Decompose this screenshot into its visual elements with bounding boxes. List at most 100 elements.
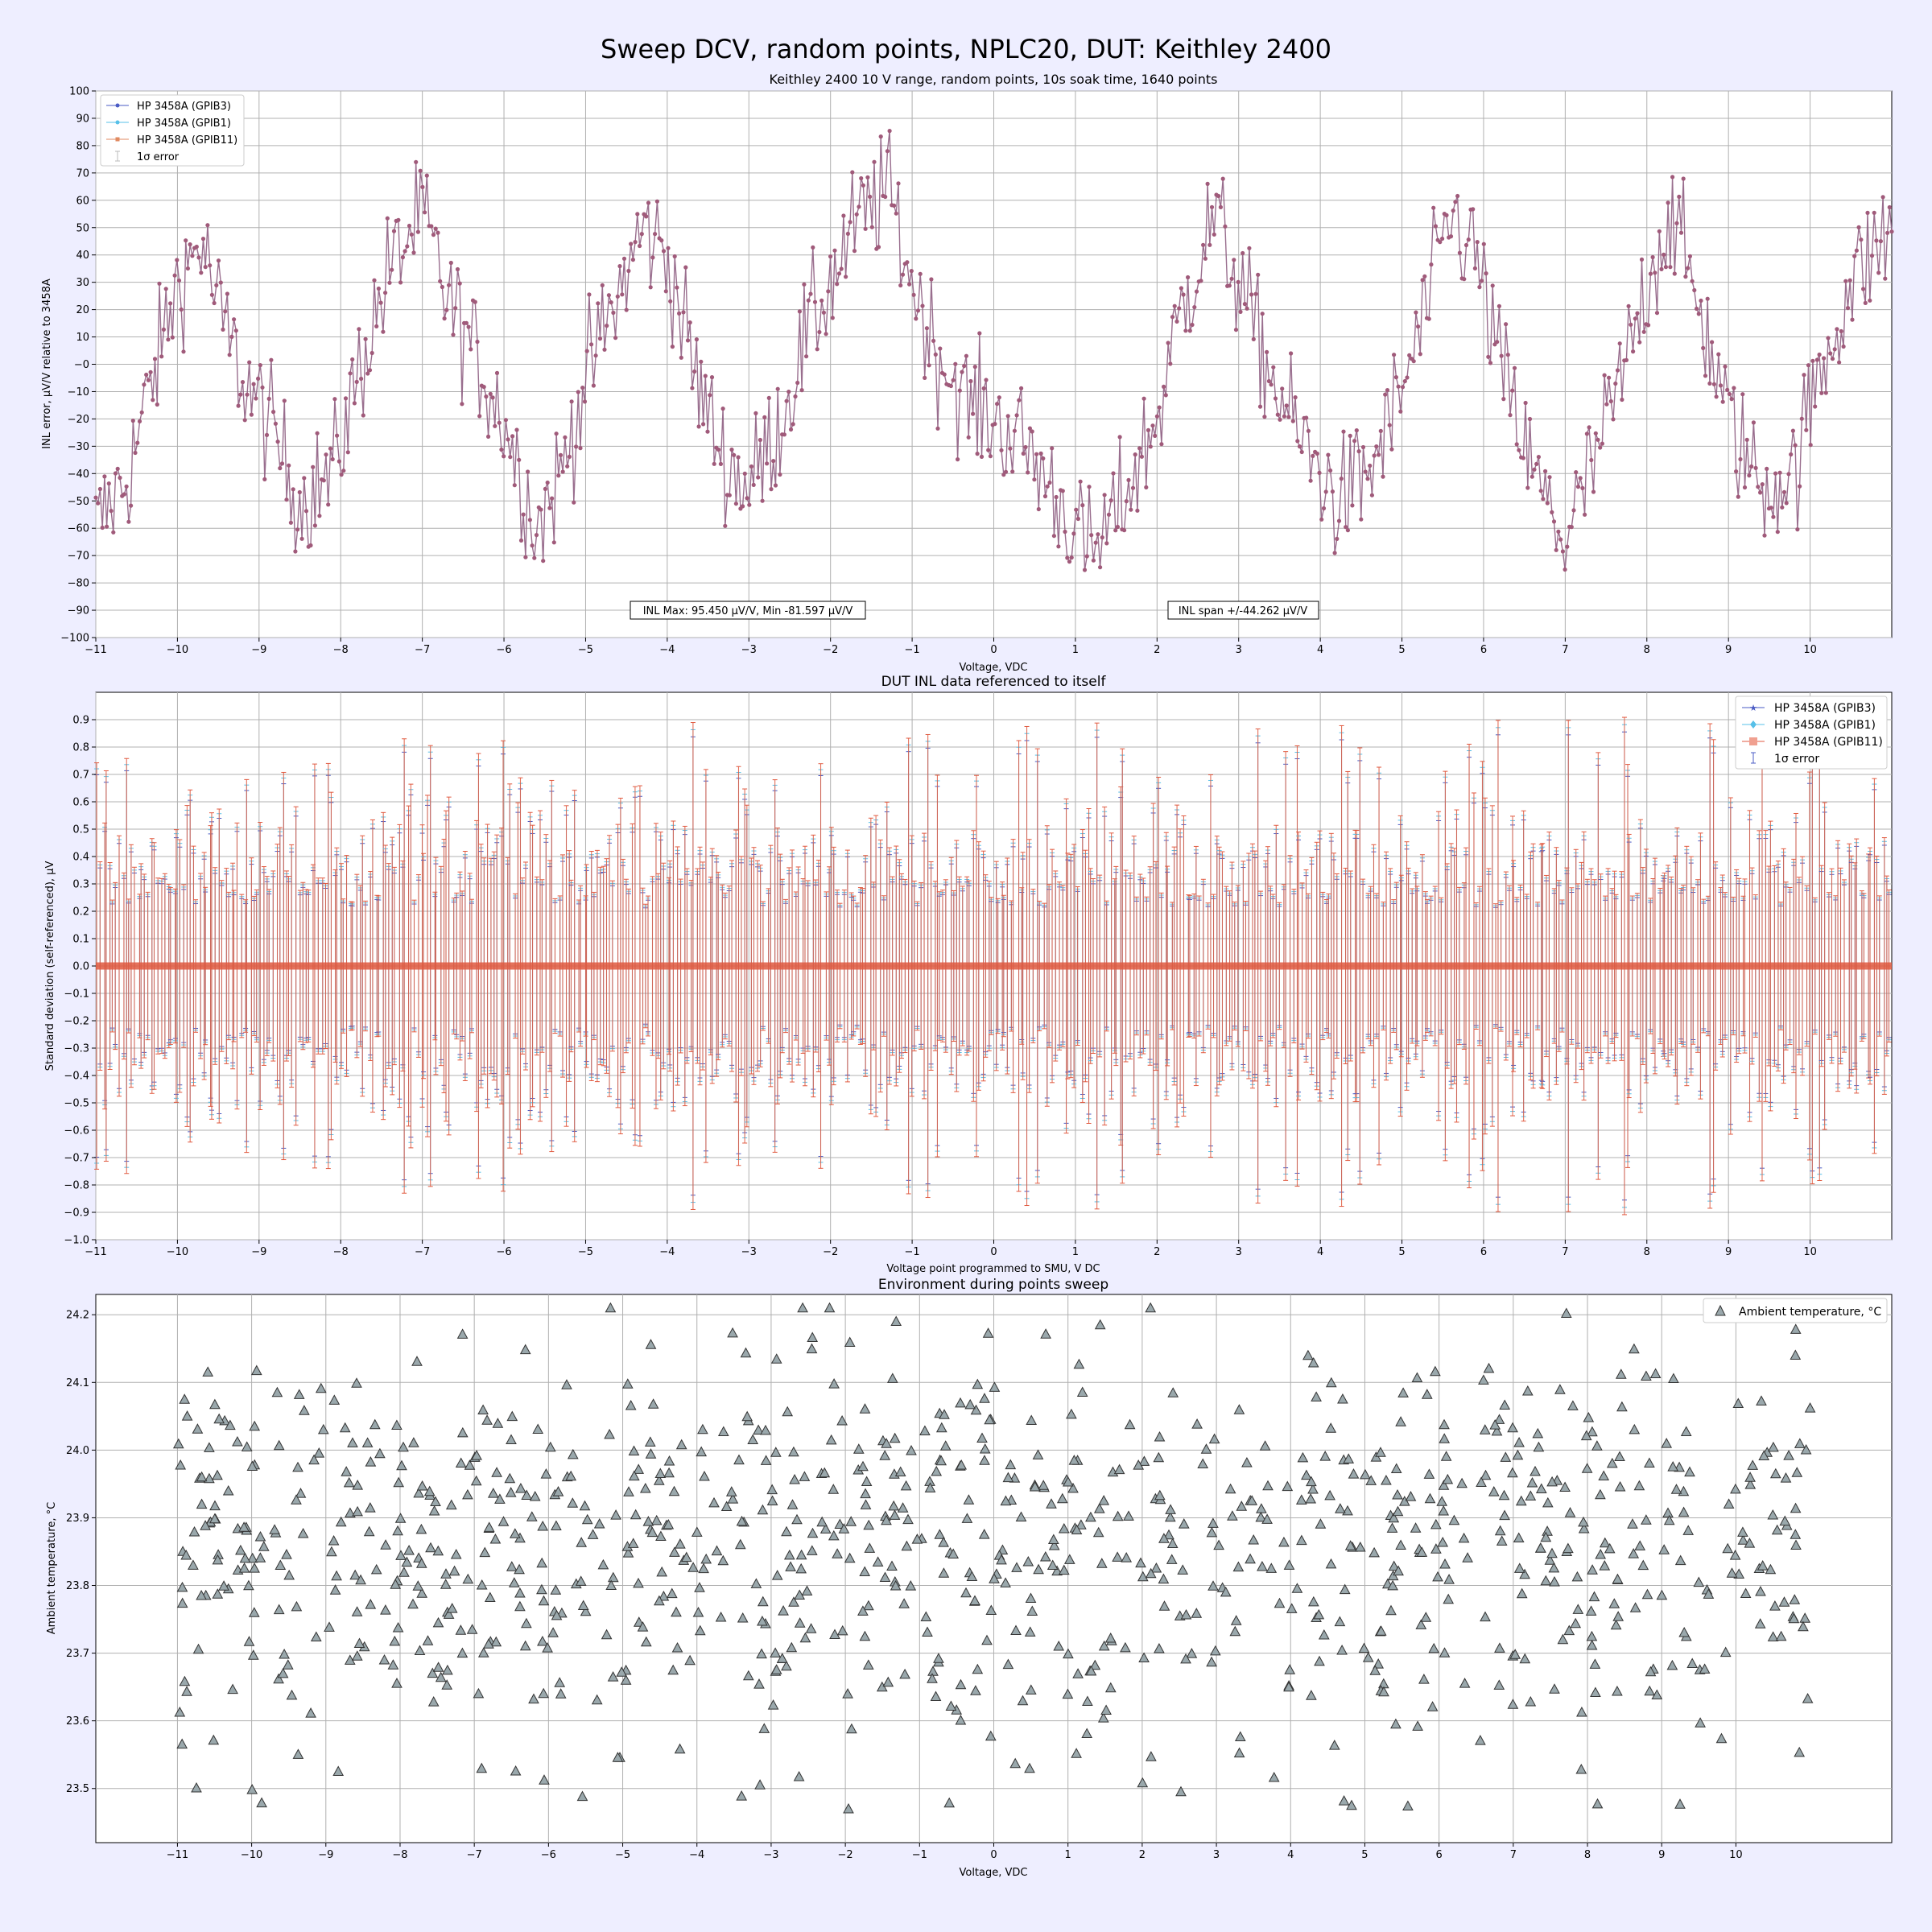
inl-data-point [1598,445,1603,450]
inl-data-point [1477,285,1482,290]
inl-data-point [133,450,138,456]
inl-data-point [534,533,539,538]
inl-data-point [1113,528,1118,533]
inl-x-tick-label: −7 [415,644,430,656]
inl-data-point [1354,428,1359,433]
inl-data-point [1275,412,1280,417]
inl-data-point [1463,242,1469,248]
inl-data-point [1723,364,1728,369]
inl-data-point [122,492,126,497]
inl-data-point [308,543,313,548]
inl-data-point [1265,349,1269,354]
inl-data-point [720,407,725,411]
inl-data-point [1010,469,1015,474]
inl-data-point [1799,416,1804,421]
inl-data-point [1172,303,1177,308]
inl-data-point [179,307,184,312]
inl-data-point [1729,397,1734,402]
inl-data-point [481,385,486,390]
inl-data-point [1654,311,1660,316]
inl-data-point [828,254,833,259]
inl-x-tick-label: −6 [496,644,511,656]
inl-data-point [1662,252,1666,257]
inl-data-point [209,292,214,297]
inl-data-point [176,278,182,283]
inl-data-point [502,454,506,459]
inl-data-point [1868,298,1872,303]
inl-data-point [1560,549,1565,554]
inl-data-point [376,286,381,291]
inl-data-point [1692,287,1697,293]
inl-data-point [848,220,852,225]
inl-data-point [184,238,188,243]
inl-data-point [1615,368,1620,373]
inl-data-point [543,486,548,492]
inl-data-point [1139,454,1144,459]
inl-data-point [137,419,142,424]
inl-data-point [1124,499,1129,504]
inl-data-point [423,210,427,215]
inl-data-point [170,335,175,340]
inl-data-point [232,317,237,322]
inl-x-tick-label: 2 [1154,644,1160,656]
inl-data-point [1725,387,1730,392]
inl-data-point [1295,439,1300,444]
inl-x-tick-label: 4 [1317,644,1323,656]
inl-data-point [1455,193,1460,199]
inl-data-point [1775,530,1780,535]
inl-data-point [361,413,365,418]
inl-data-point [1732,386,1736,390]
inl-data-point [1802,373,1806,378]
inl-data-point [157,281,162,286]
inl-data-point [1663,265,1668,270]
inl-data-point [876,245,881,250]
inl-data-point [844,275,848,279]
inl-data-point [1146,427,1151,433]
inl-data-point [852,249,857,254]
inl-data-point [1420,278,1425,283]
inl-data-point [105,524,109,529]
inl-y-tick-label: 30 [76,277,89,289]
inl-data-point [350,357,355,362]
inl-x-tick-label: −8 [333,644,349,656]
inl-x-tick-label: 3 [1236,644,1242,656]
inl-data-point [1852,254,1857,258]
inl-data-point [821,310,826,315]
inl-data-point [1624,357,1629,362]
inl-data-point [1550,510,1554,515]
inl-data-point [1065,555,1070,560]
inl-data-point [778,472,782,477]
inl-data-point [1602,373,1607,378]
inl-data-point [1135,508,1140,513]
inl-data-point [240,380,246,385]
inl-legend-gpib1: HP 3458A (GPIB1) [137,118,231,130]
inl-data-point [972,365,977,369]
inl-data-point [907,282,912,287]
inl-data-point [1832,347,1837,352]
inl-data-point [1874,238,1879,243]
inl-data-point [804,354,809,359]
inl-y-tick-label: −80 [68,578,89,590]
inl-data-point [343,396,349,401]
inl-data-point [898,283,903,288]
inl-data-point [692,369,697,374]
inl-data-point [1863,300,1868,305]
inl-data-point [593,353,598,358]
inl-data-point [328,446,333,451]
inl-data-point [1814,357,1819,362]
inl-data-point [1177,306,1182,311]
inl-data-point [1880,195,1885,200]
inl-data-point [1321,506,1327,511]
inl-x-tick-label: 7 [1562,644,1568,656]
inl-data-point [1512,365,1517,370]
inl-data-point [1308,478,1313,483]
inl-data-point [1635,311,1640,316]
inl-data-point [1817,352,1822,357]
inl-data-point [644,214,649,219]
inl-data-point [258,363,262,368]
inl-data-point [1707,381,1712,386]
inl-data-point [1280,386,1285,391]
inl-data-point [247,360,252,365]
inl-y-tick-label: 70 [76,167,89,180]
